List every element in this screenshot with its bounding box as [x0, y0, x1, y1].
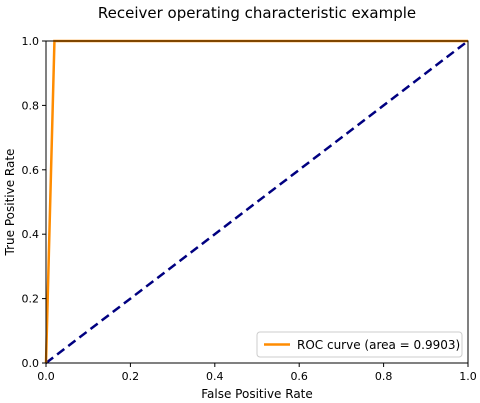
y-tick-label: 0.4	[22, 228, 40, 241]
y-axis-label: True Positive Rate	[3, 149, 17, 257]
x-axis-ticks: 0.0 0.2 0.4 0.6 0.8 1.0	[37, 363, 477, 383]
x-axis-label: False Positive Rate	[201, 387, 313, 401]
y-tick-label: 1.0	[22, 35, 40, 48]
legend: ROC curve (area = 0.9903)	[256, 331, 463, 358]
legend-box	[256, 331, 463, 358]
plot-area	[44, 39, 469, 364]
series-layer	[44, 39, 469, 364]
x-tick-label: 0.2	[122, 370, 140, 383]
y-tick-label: 0.6	[22, 164, 40, 177]
legend-label-roc-curve: ROC curve (area = 0.9903)	[297, 338, 460, 352]
y-tick-label: 0.0	[22, 357, 40, 370]
x-tick-label: 0.6	[290, 370, 308, 383]
x-tick-label: 0.4	[206, 370, 224, 383]
chart-title: Receiver operating characteristic exampl…	[98, 4, 416, 22]
y-axis-ticks: 0.0 0.2 0.4 0.6 0.8 1.0	[22, 35, 46, 370]
x-tick-label: 0.8	[375, 370, 393, 383]
y-tick-label: 0.8	[22, 99, 40, 112]
x-tick-label: 0.0	[37, 370, 55, 383]
plot-frame	[45, 40, 469, 364]
chance-diagonal-line	[45, 40, 469, 364]
x-tick-label: 1.0	[459, 370, 477, 383]
y-tick-label: 0.2	[22, 293, 40, 306]
